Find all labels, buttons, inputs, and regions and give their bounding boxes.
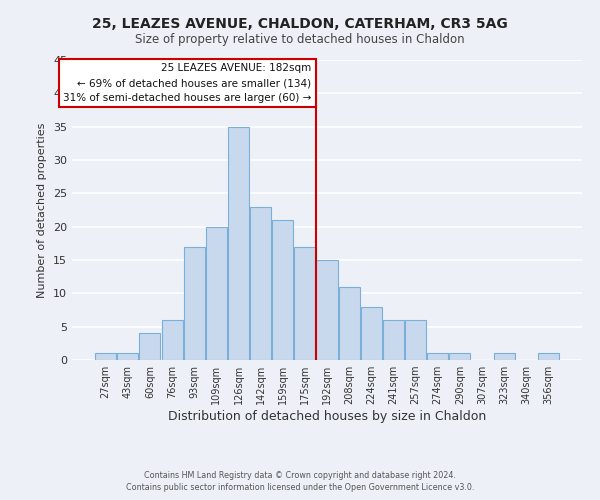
- Bar: [494, 354, 515, 360]
- Bar: [538, 354, 559, 360]
- Bar: [427, 354, 448, 360]
- Bar: [405, 320, 426, 360]
- Y-axis label: Number of detached properties: Number of detached properties: [37, 122, 47, 298]
- Bar: [295, 246, 316, 360]
- Bar: [139, 334, 160, 360]
- Bar: [118, 354, 139, 360]
- Bar: [316, 260, 338, 360]
- X-axis label: Distribution of detached houses by size in Chaldon: Distribution of detached houses by size …: [168, 410, 486, 423]
- Text: 25 LEAZES AVENUE: 182sqm
← 69% of detached houses are smaller (134)
31% of semi-: 25 LEAZES AVENUE: 182sqm ← 69% of detach…: [63, 64, 311, 103]
- Text: 25, LEAZES AVENUE, CHALDON, CATERHAM, CR3 5AG: 25, LEAZES AVENUE, CHALDON, CATERHAM, CR…: [92, 18, 508, 32]
- Bar: [449, 354, 470, 360]
- Bar: [228, 126, 249, 360]
- Bar: [250, 206, 271, 360]
- Bar: [206, 226, 227, 360]
- Bar: [272, 220, 293, 360]
- Bar: [338, 286, 359, 360]
- Text: Size of property relative to detached houses in Chaldon: Size of property relative to detached ho…: [135, 32, 465, 46]
- Bar: [361, 306, 382, 360]
- Bar: [95, 354, 116, 360]
- Text: Contains HM Land Registry data © Crown copyright and database right 2024.
Contai: Contains HM Land Registry data © Crown c…: [126, 471, 474, 492]
- Bar: [161, 320, 182, 360]
- Bar: [184, 246, 205, 360]
- Bar: [383, 320, 404, 360]
